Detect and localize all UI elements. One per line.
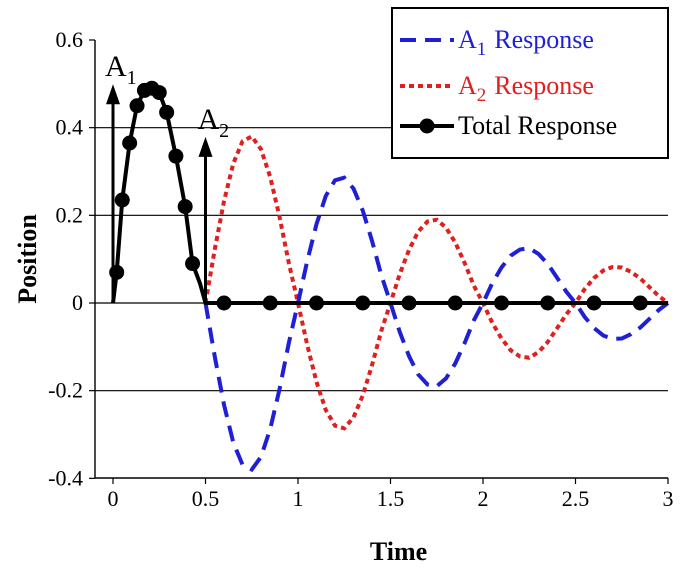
series-total-marker bbox=[262, 295, 278, 311]
y-tick-label: 0.4 bbox=[56, 115, 84, 140]
legend-label-rest: Total Response bbox=[458, 111, 617, 140]
series-total-marker bbox=[540, 295, 556, 311]
legend-entry-total: Total Response bbox=[400, 111, 617, 140]
series-layer bbox=[109, 80, 670, 473]
legend-label-rest: Response bbox=[494, 25, 594, 54]
impulse-arrow-a2: A2 bbox=[198, 103, 230, 303]
series-a2-line bbox=[203, 133, 670, 431]
impulse-label-base: A bbox=[198, 103, 220, 136]
legend-label: A2 Response bbox=[458, 71, 594, 106]
legend-label-rest: Response bbox=[494, 71, 594, 100]
x-tick-label: 1.5 bbox=[377, 486, 405, 511]
impulse-label-a1: A1 bbox=[105, 50, 137, 89]
legend-label: Total Response bbox=[458, 111, 617, 140]
series-total-marker bbox=[216, 295, 232, 311]
series-total-marker bbox=[586, 295, 602, 311]
y-axis-title: Position bbox=[13, 214, 42, 304]
x-tick-label: 2 bbox=[478, 486, 489, 511]
series-total-marker bbox=[355, 295, 371, 311]
series-total-marker bbox=[109, 264, 125, 280]
legend-box bbox=[391, 7, 669, 159]
series-total-marker bbox=[151, 85, 167, 101]
axes: 0.6 0.4 0.2 0 -0.2 -0.4 0 0.5 1 1.5 2 2.5 3 bbox=[48, 27, 673, 511]
legend-label-base: A bbox=[458, 71, 477, 100]
y-tick-label: 0 bbox=[72, 290, 83, 315]
impulse-label-sub: 1 bbox=[127, 67, 137, 89]
series-total-marker bbox=[401, 295, 417, 311]
arrow-head bbox=[106, 84, 120, 105]
series-total-marker bbox=[632, 295, 648, 311]
legend-entry-a2: A2 Response bbox=[400, 71, 594, 106]
series-total-marker bbox=[185, 256, 201, 272]
y-tick-label: -0.4 bbox=[48, 465, 83, 490]
series-total-marker bbox=[309, 295, 324, 311]
legend-label-sub: 1 bbox=[477, 39, 487, 60]
series-total-marker bbox=[177, 199, 193, 215]
impulse-label-a2: A2 bbox=[198, 103, 230, 142]
series-a1-line bbox=[203, 175, 670, 473]
y-tick-label: 0.6 bbox=[56, 27, 84, 52]
legend-label-base: A bbox=[458, 25, 477, 54]
legend-entry-a1: A1 Response bbox=[400, 25, 594, 60]
x-tick-label: 1 bbox=[293, 486, 304, 511]
x-axis-title: Time bbox=[370, 537, 427, 566]
series-total-marker bbox=[494, 295, 509, 311]
arrow-head bbox=[198, 136, 213, 157]
impulse-arrow-a1: A1 bbox=[105, 50, 137, 303]
impulse-label-base: A bbox=[105, 50, 127, 83]
x-tick-label: 2.5 bbox=[562, 486, 590, 511]
series-total-marker bbox=[168, 148, 184, 164]
legend-swatch-marker bbox=[419, 118, 435, 134]
series-total-marker bbox=[129, 98, 145, 114]
x-tick-label: 0.5 bbox=[192, 486, 220, 511]
series-total-marker bbox=[447, 295, 463, 311]
y-tick-label: -0.2 bbox=[48, 378, 83, 403]
gridlines bbox=[95, 127, 668, 392]
series-total-marker bbox=[159, 104, 175, 120]
x-tick-label: 3 bbox=[663, 486, 674, 511]
legend-label-sub: 2 bbox=[477, 85, 487, 106]
impulse-label-sub: 2 bbox=[219, 120, 229, 142]
series-total-marker bbox=[122, 135, 138, 151]
legend-label: A1 Response bbox=[458, 25, 594, 60]
x-tick-label: 0 bbox=[108, 486, 119, 511]
series-total-marker bbox=[114, 192, 130, 208]
y-tick-label: 0.2 bbox=[56, 202, 84, 227]
